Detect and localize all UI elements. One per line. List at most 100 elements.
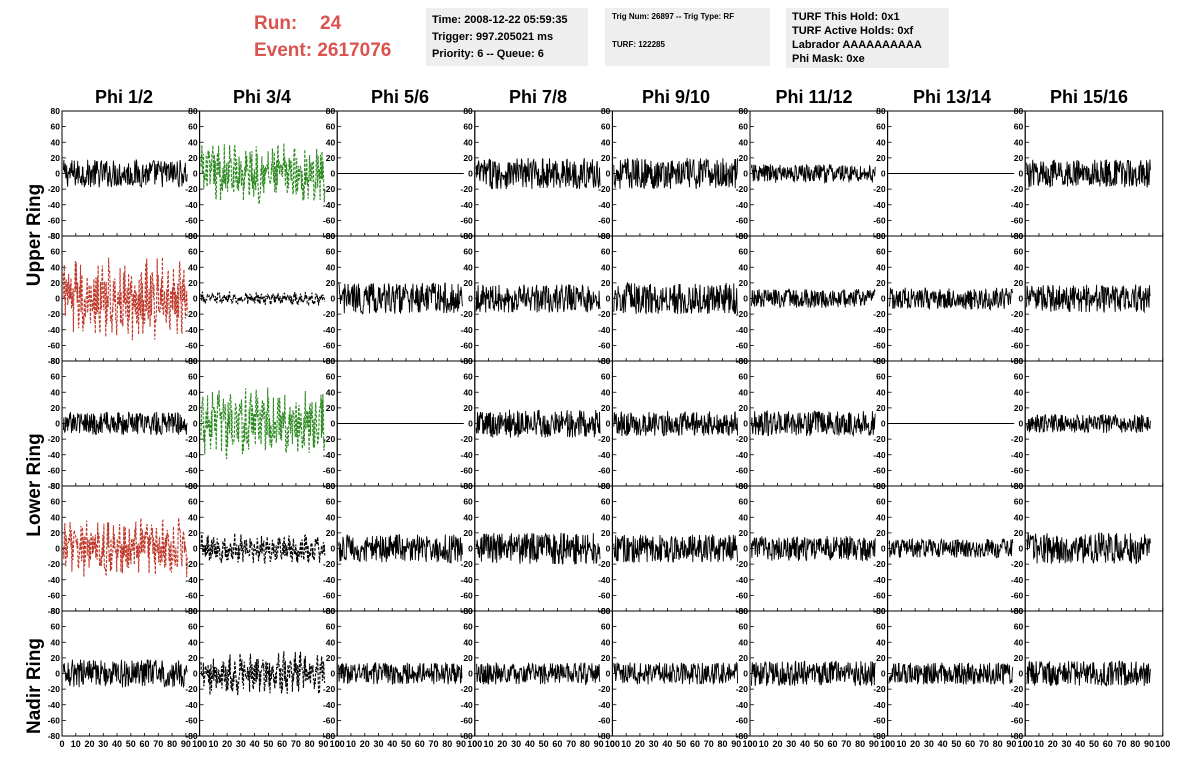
y-tick-label: 20 [326, 278, 336, 288]
x-tick-label: 100 [1018, 739, 1033, 749]
x-tick-label: 20 [85, 739, 95, 749]
x-tick-label: 10 [484, 739, 494, 749]
y-tick-label: -60 [736, 465, 749, 475]
y-tick-label: 20 [876, 153, 886, 163]
x-tick-label: 0 [59, 739, 64, 749]
y-tick-label: -60 [736, 715, 749, 725]
y-tick-label: 20 [876, 278, 886, 288]
y-tick-label: 0 [606, 419, 611, 429]
y-tick-label: -20 [461, 559, 474, 569]
y-tick-label: 40 [601, 637, 611, 647]
y-tick-label: 80 [188, 231, 198, 241]
y-tick-label: 60 [739, 622, 749, 632]
y-tick-label: 20 [51, 153, 61, 163]
y-tick-label: 40 [601, 512, 611, 522]
x-tick-label: 30 [1061, 739, 1071, 749]
y-tick-label: 60 [876, 247, 886, 257]
x-tick-label: 0 [197, 739, 202, 749]
y-tick-label: 60 [739, 122, 749, 132]
y-tick-label: -40 [598, 200, 611, 210]
y-tick-label: 20 [51, 278, 61, 288]
turf-text: TURF: 122285 [612, 40, 665, 49]
y-tick-label: -20 [1011, 309, 1024, 319]
y-tick-label: -40 [323, 325, 336, 335]
y-tick-label: -60 [461, 215, 474, 225]
turf-active-text: TURF Active Holds: 0xf [792, 25, 914, 37]
y-tick-label: 40 [51, 512, 61, 522]
waveform-series [475, 283, 601, 313]
y-tick-label: -20 [873, 684, 886, 694]
y-tick-label: -20 [323, 434, 336, 444]
y-tick-label: 80 [463, 481, 473, 491]
y-tick-label: -40 [48, 325, 61, 335]
x-tick-label: 60 [415, 739, 425, 749]
y-tick-label: 40 [739, 512, 749, 522]
y-tick-label: -20 [323, 559, 336, 569]
y-tick-label: 20 [463, 153, 473, 163]
waveform-series [200, 387, 326, 460]
x-tick-label: 100 [880, 739, 895, 749]
y-tick-label: 60 [188, 372, 198, 382]
x-tick-label: 90 [1006, 739, 1016, 749]
y-tick-label: -60 [461, 465, 474, 475]
column-title-phi-7-8: Phi 7/8 [508, 87, 568, 107]
x-tick-label: 10 [71, 739, 81, 749]
y-tick-label: 40 [601, 262, 611, 272]
y-tick-label: 60 [876, 122, 886, 132]
x-tick-label: 40 [1075, 739, 1085, 749]
y-tick-label: 20 [601, 653, 611, 663]
y-tick-label: 80 [51, 106, 61, 116]
y-tick-label: 80 [876, 481, 886, 491]
y-tick-label: 40 [876, 262, 886, 272]
waveform-series [475, 409, 601, 438]
y-tick-label: 60 [463, 122, 473, 132]
y-tick-label: -20 [736, 309, 749, 319]
y-tick-label: -40 [185, 325, 198, 335]
x-tick-label: 80 [305, 739, 315, 749]
x-tick-label: 40 [800, 739, 810, 749]
y-tick-label: 80 [326, 481, 336, 491]
y-tick-label: -40 [185, 575, 198, 585]
x-tick-label: 20 [222, 739, 232, 749]
x-tick-label: 50 [401, 739, 411, 749]
x-tick-label: 40 [662, 739, 672, 749]
waveform-series [475, 157, 601, 190]
y-tick-label: -40 [1011, 575, 1024, 585]
y-tick-label: 80 [739, 106, 749, 116]
y-tick-label: -80 [48, 231, 61, 241]
y-tick-label: 20 [601, 278, 611, 288]
y-tick-label: 40 [1014, 512, 1024, 522]
y-tick-label: -20 [598, 434, 611, 444]
y-tick-label: 60 [1014, 372, 1024, 382]
y-tick-label: 0 [606, 544, 611, 554]
y-tick-label: -60 [461, 590, 474, 600]
y-tick-label: 0 [1018, 294, 1023, 304]
y-tick-label: 40 [188, 637, 198, 647]
waveform-series [613, 661, 739, 685]
y-tick-label: 80 [876, 356, 886, 366]
x-tick-label: 20 [360, 739, 370, 749]
y-tick-label: 80 [326, 356, 336, 366]
y-tick-label: -40 [736, 325, 749, 335]
waveform-series [475, 532, 601, 565]
y-tick-label: 80 [1014, 606, 1024, 616]
y-tick-label: 0 [468, 544, 473, 554]
y-tick-label: 0 [743, 419, 748, 429]
y-tick-label: 80 [739, 231, 749, 241]
x-tick-label: 20 [773, 739, 783, 749]
y-tick-label: -20 [736, 559, 749, 569]
y-tick-label: -80 [48, 606, 61, 616]
x-tick-label: 80 [993, 739, 1003, 749]
y-tick-label: -40 [48, 575, 61, 585]
y-tick-label: 80 [1014, 231, 1024, 241]
panel-frame [199, 235, 338, 362]
